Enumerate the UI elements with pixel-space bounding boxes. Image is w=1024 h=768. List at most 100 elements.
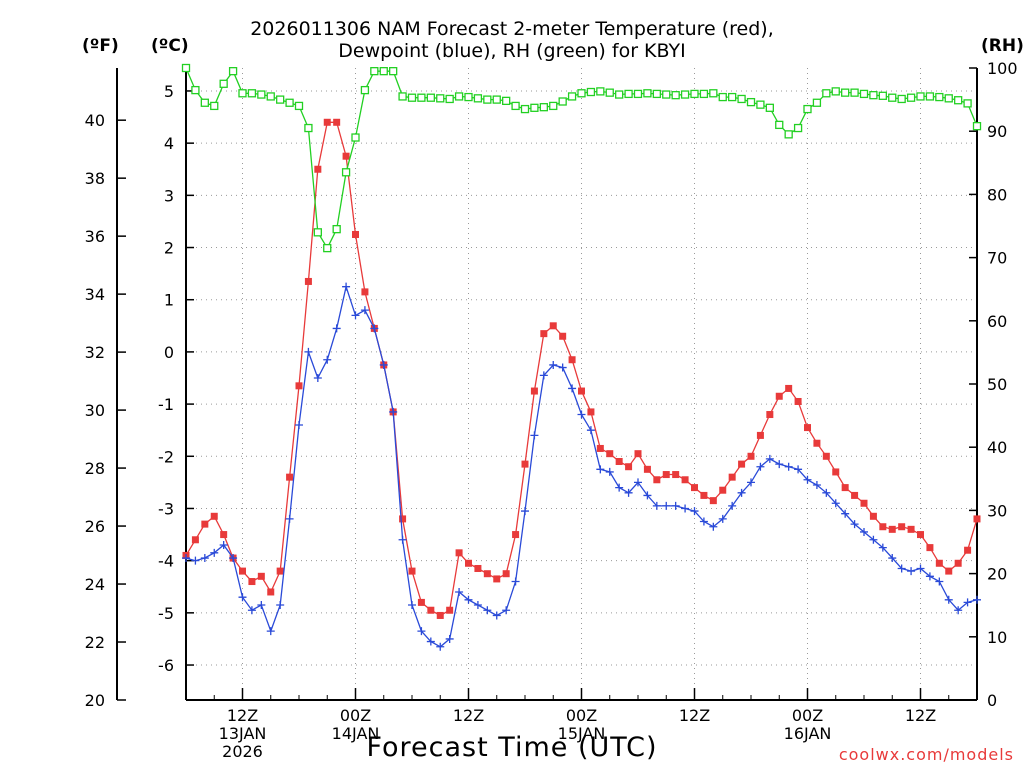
dewpoint-point xyxy=(747,478,755,487)
2-meter-temperature-point xyxy=(521,460,529,468)
rh-point xyxy=(417,93,426,102)
2-meter-temperature-point xyxy=(361,288,369,296)
x-tick-label: 16JAN xyxy=(784,724,832,743)
2-meter-temperature-point xyxy=(851,491,859,499)
rh-point xyxy=(897,94,906,104)
rh-point xyxy=(737,94,746,104)
rh-point xyxy=(643,89,652,98)
rh-point xyxy=(304,123,313,133)
dewpoint-point xyxy=(935,577,944,586)
rh-point xyxy=(699,89,709,99)
dewpoint-point xyxy=(888,554,897,563)
2-meter-temperature-point xyxy=(719,486,727,494)
dewpoint-point xyxy=(323,355,332,364)
dewpoint-point xyxy=(370,324,379,333)
rh-point xyxy=(549,101,558,111)
rh-point xyxy=(916,92,925,101)
dewpoint-point xyxy=(577,410,586,419)
celsius-tick-label: 2 xyxy=(164,239,174,258)
rh-point xyxy=(775,120,784,130)
dewpoint-point xyxy=(737,488,746,497)
celsius-tick-label: 4 xyxy=(164,134,174,153)
dewpoint-point xyxy=(709,522,718,531)
dewpoint-point xyxy=(426,637,435,646)
dewpoint-point xyxy=(549,360,558,369)
2-meter-temperature-point xyxy=(493,575,501,583)
rh-point xyxy=(351,133,360,142)
fahrenheit-tick-label: 28 xyxy=(85,459,105,478)
2-meter-temperature-point xyxy=(540,330,548,338)
x-tick-label: 14JAN xyxy=(332,724,380,743)
rh-point xyxy=(238,89,247,98)
dewpoint-point xyxy=(605,467,614,476)
rh-point xyxy=(483,95,492,104)
dewpoint-point xyxy=(615,483,624,492)
rh-point xyxy=(831,87,840,96)
dewpoint-point xyxy=(897,564,906,573)
rh-point xyxy=(662,90,671,99)
2-meter-temperature-point xyxy=(248,578,256,586)
2-meter-temperature-point xyxy=(267,588,275,596)
2-meter-temperature-point xyxy=(304,277,312,285)
x-tick-label: 13JAN xyxy=(219,724,267,743)
2-meter-temperature-point xyxy=(888,525,896,533)
rh-point xyxy=(332,225,341,234)
rh-point xyxy=(925,92,935,101)
fahrenheit-tick-label: 38 xyxy=(85,169,105,188)
dewpoint-point xyxy=(229,554,238,563)
dewpoint-point xyxy=(652,501,661,510)
dewpoint-point xyxy=(276,601,285,610)
2-meter-temperature-point xyxy=(220,531,228,539)
2-meter-temperature-point xyxy=(417,598,425,606)
rh-point xyxy=(671,91,680,100)
rh-point xyxy=(680,90,690,99)
2-meter-temperature-point xyxy=(427,606,435,614)
rh-point xyxy=(935,92,944,102)
rh-point xyxy=(511,101,520,111)
dewpoint-point xyxy=(963,598,972,607)
2-meter-temperature-point xyxy=(436,611,444,619)
dewpoint-point xyxy=(643,491,652,500)
2-meter-temperature-point xyxy=(926,544,934,552)
rh-point xyxy=(577,89,586,98)
2-meter-temperature-point xyxy=(568,356,576,364)
dewpoint-point xyxy=(408,601,416,610)
rh-axis-unit: (RH) xyxy=(981,36,1024,56)
rh-point xyxy=(389,67,398,76)
rh-tick-label: 0 xyxy=(987,691,997,710)
2-meter-temperature-point xyxy=(596,444,604,452)
dewpoint-point xyxy=(492,611,501,620)
dewpoint-point xyxy=(558,363,567,372)
x-axis-title: Forecast Time (UTC) xyxy=(366,732,658,763)
dewpoint-point xyxy=(191,556,200,565)
dewpoint-point xyxy=(210,548,219,557)
dewpoint-line xyxy=(185,284,978,648)
2-meter-temperature-point xyxy=(756,431,764,439)
rh-point xyxy=(812,98,822,107)
rh-point xyxy=(257,90,266,99)
rh-point xyxy=(341,168,351,177)
dewpoint-point xyxy=(841,509,850,518)
dewpoint-point xyxy=(257,601,266,610)
rh-tick-label: 50 xyxy=(987,375,1007,394)
dewpoint-point xyxy=(455,587,464,596)
2-meter-temperature-point xyxy=(945,567,953,575)
rh-point xyxy=(502,96,511,106)
2-meter-temperature-point xyxy=(352,230,359,238)
rh-point xyxy=(558,97,567,106)
dewpoint-point xyxy=(775,460,784,469)
fahrenheit-tick-label: 26 xyxy=(85,517,105,536)
rh-point xyxy=(464,92,473,102)
dewpoint-point xyxy=(379,360,388,369)
rh-point xyxy=(567,92,577,101)
2-meter-temperature-point xyxy=(869,512,877,520)
celsius-tick-label: -6 xyxy=(158,656,174,675)
rh-point xyxy=(360,85,370,95)
2-meter-temperature-point xyxy=(681,476,689,484)
fahrenheit-tick-label: 40 xyxy=(85,111,105,130)
dewpoint-point xyxy=(944,595,953,604)
dewpoint-point xyxy=(200,554,209,563)
celsius-axis-unit: (ºC) xyxy=(151,36,189,56)
rh-tick-label: 60 xyxy=(987,312,1007,331)
rh-point xyxy=(746,97,756,107)
